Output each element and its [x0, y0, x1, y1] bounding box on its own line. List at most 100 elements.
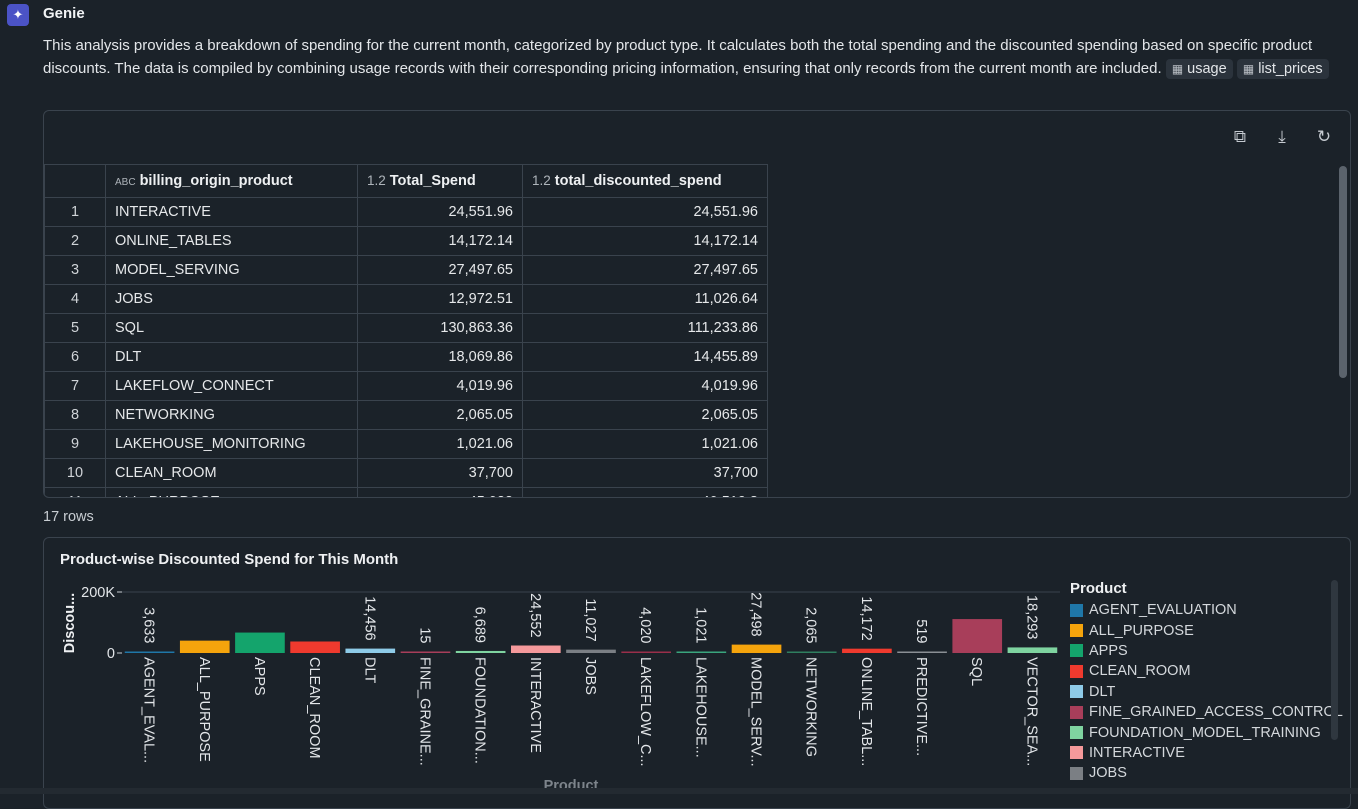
cell-discounted-spend: 14,172.14 [522, 226, 768, 256]
data-label: 27,498 [748, 592, 764, 636]
legend-label: AGENT_EVALUATION [1089, 602, 1237, 619]
x-tick-label: MODEL_SERV... [748, 657, 764, 767]
legend-label: CLEAN_ROOM [1089, 663, 1191, 680]
x-tick-label: FINE_GRAINE... [416, 657, 432, 766]
bottom-bar [0, 788, 1358, 794]
number-type-icon: 1.2 [367, 173, 386, 188]
legend-item[interactable]: FOUNDATION_MODEL_TRAINING [1070, 722, 1343, 742]
table-header-row: ABC billing_origin_product 1.2 Total_Spend… [44, 164, 768, 198]
cell-discounted-spend: 2,065.05 [522, 400, 768, 430]
legend-items: AGENT_EVALUATION ALL_PURPOSE APPS CLEAN_ROO… [1070, 600, 1343, 784]
cell-total-spend: 14,172.14 [357, 226, 523, 256]
legend-item[interactable]: JOBS [1070, 763, 1343, 783]
x-tick-label: ONLINE_TABL... [858, 657, 874, 766]
table-scrollbar[interactable] [1339, 166, 1347, 378]
x-tick-label: JOBS [582, 657, 598, 695]
row-index: 10 [44, 458, 106, 488]
cell-discounted-spend: 14,455.89 [522, 342, 768, 372]
cell-discounted-spend: 27,497.65 [522, 255, 768, 285]
legend-swatch [1070, 766, 1083, 780]
legend-item[interactable]: INTERACTIVE [1070, 743, 1343, 763]
table-chip-list-prices[interactable]: ▦ list_prices [1236, 59, 1329, 79]
bar [510, 645, 561, 653]
refresh-icon[interactable]: ↻ [1316, 127, 1332, 146]
data-label: 14,172 [858, 596, 874, 640]
table-row[interactable]: 7 LAKEFLOW_CONNECT 4,019.96 4,019.96 [44, 371, 768, 401]
legend-item[interactable]: APPS [1070, 641, 1343, 661]
bar [676, 651, 727, 653]
bar [952, 619, 1003, 653]
legend-item[interactable]: AGENT_EVALUATION [1070, 600, 1343, 620]
table-row[interactable]: 3 MODEL_SERVING 27,497.65 27,497.65 [44, 255, 768, 285]
legend-item[interactable]: CLEAN_ROOM [1070, 661, 1343, 681]
cell-product: LAKEFLOW_CONNECT [105, 371, 358, 401]
bar [731, 644, 782, 653]
table-row[interactable]: 2 ONLINE_TABLES 14,172.14 14,172.14 [44, 226, 768, 256]
x-tick-label: CLEAN_ROOM [306, 657, 322, 759]
cell-discounted-spend: 40,519.8 [522, 487, 768, 497]
legend-swatch [1070, 726, 1083, 740]
download-icon[interactable]: ⤓ [1278, 127, 1286, 146]
table-icon: ▦ [1171, 62, 1184, 76]
description: This analysis provides a breakdown of sp… [43, 34, 1343, 80]
column-header-total-discounted-spend[interactable]: 1.2 total_discounted_spend [522, 164, 768, 198]
table-toolbar: ⧉ ⤓ ↻ [1230, 127, 1334, 147]
bar [455, 650, 506, 653]
table-row[interactable]: 8 NETWORKING 2,065.05 2,065.05 [44, 400, 768, 430]
x-tick-label: NETWORKING [803, 657, 819, 757]
column-header-total-spend[interactable]: 1.2 Total_Spend [357, 164, 523, 198]
bar [124, 651, 175, 653]
cell-total-spend: 2,065.05 [357, 400, 523, 430]
legend-item[interactable]: ALL_PURPOSE [1070, 620, 1343, 640]
x-tick-label: INTERACTIVE [527, 657, 543, 753]
cell-product: INTERACTIVE [105, 197, 358, 227]
y-axis-label: Discou... [62, 593, 78, 653]
cell-product: NETWORKING [105, 400, 358, 430]
legend-item[interactable]: DLT [1070, 682, 1343, 702]
chart-title: Product-wise Discounted Spend for This M… [60, 551, 399, 568]
bar [842, 648, 892, 653]
x-tick-label: AGENT_EVAL... [141, 657, 157, 763]
legend-item[interactable]: FINE_GRAINED_ACCESS_CONTROL [1070, 702, 1343, 722]
cell-product: ONLINE_TABLES [105, 226, 358, 256]
row-index: 7 [44, 371, 106, 401]
x-tick-label: LAKEHOUSE... [692, 657, 708, 758]
table-row[interactable]: 6 DLT 18,069.86 14,455.89 [44, 342, 768, 372]
table-row[interactable]: 11ALL_PURPOSE45,02240,519.8 [44, 487, 768, 497]
table-row[interactable]: 1 INTERACTIVE 24,551.96 24,551.96 [44, 197, 768, 227]
data-label: 14,456 [361, 596, 377, 640]
table-chip-usage[interactable]: ▦ usage [1165, 59, 1233, 79]
table-row[interactable]: 4 JOBS 12,972.51 11,026.64 [44, 284, 768, 314]
legend-swatch [1070, 624, 1083, 638]
cell-total-spend: 1,021.06 [357, 429, 523, 459]
legend-title: Product [1070, 580, 1127, 597]
cell-total-spend: 12,972.51 [357, 284, 523, 314]
cell-product: JOBS [105, 284, 358, 314]
data-label: 11,027 [582, 598, 598, 641]
row-index: 11 [44, 487, 106, 497]
description-text: This analysis provides a breakdown of sp… [43, 37, 1313, 77]
table-row[interactable]: 5 SQL 130,863.36 111,233.86 [44, 313, 768, 343]
copy-icon[interactable]: ⧉ [1233, 127, 1247, 146]
legend-swatch [1070, 664, 1083, 678]
y-tick-label: 200K [81, 585, 115, 601]
data-label: 6,689 [472, 607, 488, 643]
data-label: 1,021 [692, 607, 708, 643]
row-index: 8 [44, 400, 106, 430]
table-row[interactable]: 9 LAKEHOUSE_MONITORING 1,021.06 1,021.06 [44, 429, 768, 459]
data-label: 15 [416, 627, 432, 643]
chart-panel: Product-wise Discounted Spend for This M… [43, 537, 1351, 809]
row-index: 4 [44, 284, 106, 314]
chart-legend: Product AGENT_EVALUATION ALL_PURPOSE APPS C… [1070, 580, 1343, 784]
legend-label: FINE_GRAINED_ACCESS_CONTROL [1089, 704, 1343, 721]
column-header-billing-origin-product[interactable]: ABC billing_origin_product [105, 164, 358, 198]
bar [179, 640, 230, 653]
legend-scrollbar[interactable] [1331, 580, 1338, 740]
sparkle-icon: ✦ [7, 4, 29, 26]
table-row[interactable]: 10 CLEAN_ROOM 37,700 37,700 [44, 458, 768, 488]
bar [235, 632, 285, 653]
bar [621, 651, 672, 653]
x-tick-label: SQL [968, 657, 984, 686]
table-body: 1 INTERACTIVE 24,551.96 24,551.96 2 ONLINE_TA… [44, 197, 768, 497]
